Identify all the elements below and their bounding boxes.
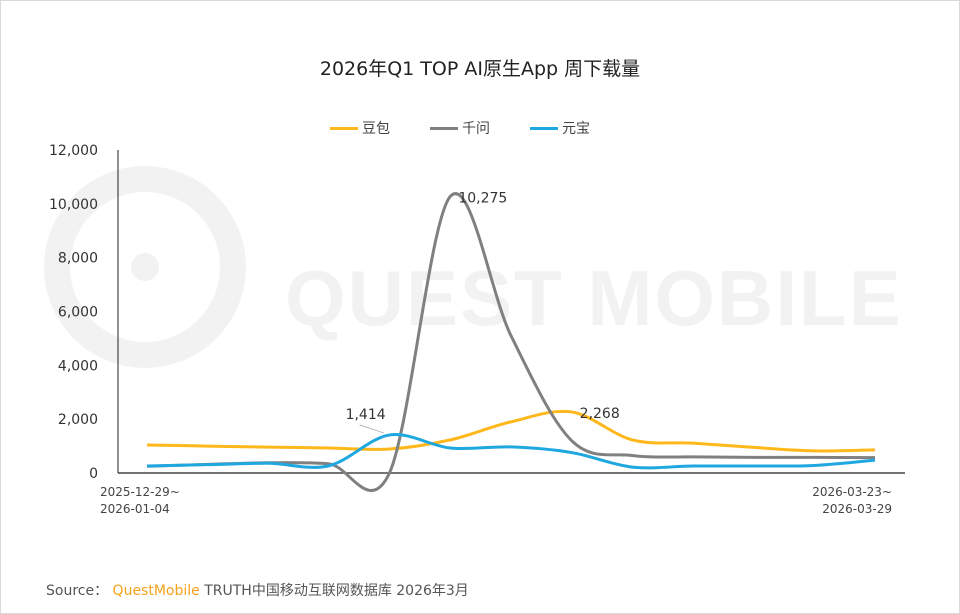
series-line-3 bbox=[146, 433, 876, 470]
legend-label: 豆包 bbox=[362, 121, 390, 137]
x-tick-label: 2026-03-29 bbox=[822, 502, 892, 516]
x-tick-label: 2026-03-23~ bbox=[812, 485, 892, 499]
y-tick-label: 6,000 bbox=[58, 305, 98, 321]
legend-swatch bbox=[430, 126, 458, 130]
y-tick-label: 2,000 bbox=[58, 412, 98, 428]
source-brand: QuestMobile bbox=[112, 583, 200, 599]
data-label: 10,275 bbox=[458, 190, 507, 206]
data-label: 2,268 bbox=[580, 406, 620, 422]
legend-item-doubao: 豆包 bbox=[330, 118, 390, 138]
source-label: Source： bbox=[46, 583, 109, 599]
legend-label: 元宝 bbox=[562, 121, 590, 137]
legend-label: 千问 bbox=[462, 121, 490, 137]
legend-item-yuanbao: 元宝 bbox=[530, 118, 590, 138]
watermark-logo-dot bbox=[131, 253, 159, 281]
y-tick-label: 0 bbox=[89, 466, 98, 482]
legend-swatch bbox=[330, 126, 358, 130]
legend-swatch bbox=[530, 126, 558, 130]
chart-title: 2026年Q1 TOP AI原生App 周下载量 bbox=[319, 58, 641, 80]
series-line-1 bbox=[146, 409, 876, 453]
data-label-leader bbox=[359, 424, 384, 434]
y-tick-label: 8,000 bbox=[58, 251, 98, 267]
y-tick-label: 12,000 bbox=[49, 143, 98, 159]
watermark: QUEST MOBILE bbox=[44, 166, 903, 368]
watermark-logo-ring bbox=[44, 166, 246, 368]
legend-item-qianwen: 千问 bbox=[430, 118, 490, 138]
source-text: TRUTH中国移动互联网数据库 2026年3月 bbox=[204, 583, 469, 599]
y-tick-label: 10,000 bbox=[49, 197, 98, 213]
data-label: 1,414 bbox=[346, 407, 386, 423]
legend: 豆包 千问 元宝 bbox=[330, 118, 590, 138]
x-tick-label: 2025-12-29~ bbox=[100, 485, 180, 499]
source-note: Source： QuestMobile TRUTH中国移动互联网数据库 2026… bbox=[46, 580, 469, 600]
y-tick-label: 4,000 bbox=[58, 358, 98, 374]
x-tick-label: 2026-01-04 bbox=[100, 502, 170, 516]
series-line-2 bbox=[146, 192, 876, 492]
watermark-text: QUEST MOBILE bbox=[285, 254, 903, 342]
